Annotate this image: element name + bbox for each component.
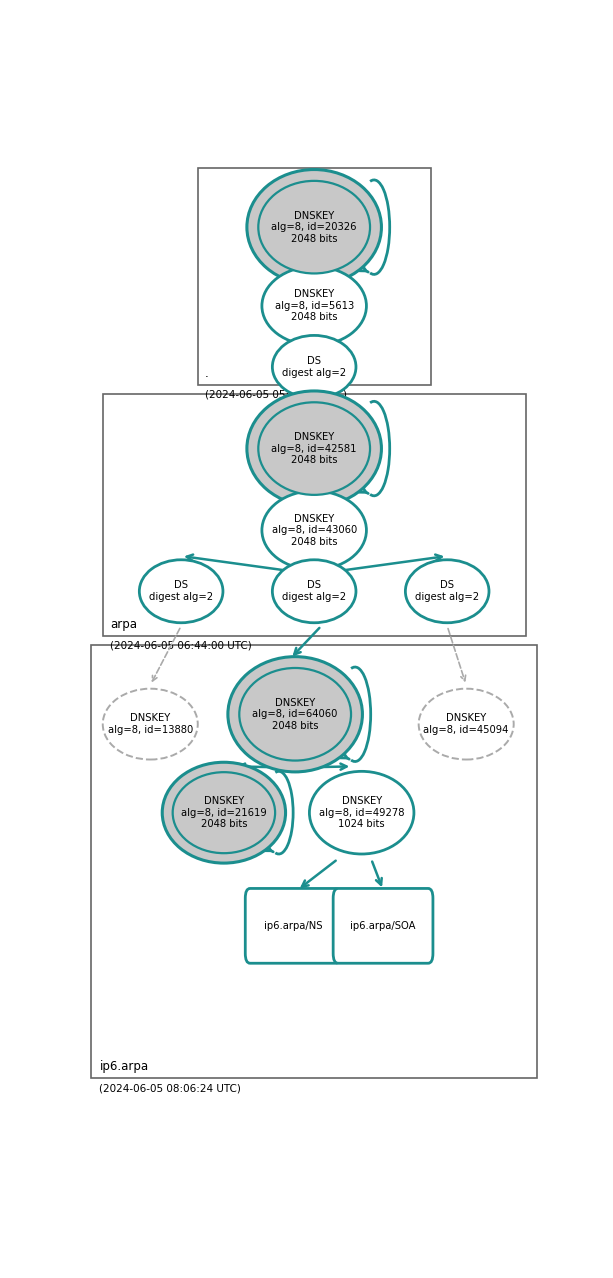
Text: ip6.arpa: ip6.arpa bbox=[99, 1061, 148, 1074]
Bar bbox=[103, 395, 525, 635]
Text: DNSKEY
alg=8, id=21619
2048 bits: DNSKEY alg=8, id=21619 2048 bits bbox=[181, 796, 267, 829]
Ellipse shape bbox=[247, 170, 381, 285]
Text: ip6.arpa/SOA: ip6.arpa/SOA bbox=[350, 921, 416, 930]
Ellipse shape bbox=[103, 689, 198, 759]
Text: DS
digest alg=2: DS digest alg=2 bbox=[282, 580, 346, 602]
FancyBboxPatch shape bbox=[245, 888, 340, 964]
Ellipse shape bbox=[173, 772, 275, 854]
Text: .: . bbox=[205, 367, 208, 380]
Ellipse shape bbox=[272, 335, 356, 399]
FancyBboxPatch shape bbox=[333, 888, 433, 964]
Text: DNSKEY
alg=8, id=49278
1024 bits: DNSKEY alg=8, id=49278 1024 bits bbox=[319, 796, 405, 829]
Text: DS
digest alg=2: DS digest alg=2 bbox=[282, 357, 346, 378]
Text: DS
digest alg=2: DS digest alg=2 bbox=[415, 580, 479, 602]
Ellipse shape bbox=[262, 267, 367, 345]
Text: (2024-06-05 05:43:15 UTC): (2024-06-05 05:43:15 UTC) bbox=[205, 390, 347, 400]
Ellipse shape bbox=[272, 560, 356, 622]
Ellipse shape bbox=[239, 668, 351, 760]
Text: ip6.arpa/NS: ip6.arpa/NS bbox=[264, 921, 322, 930]
Text: DNSKEY
alg=8, id=43060
2048 bits: DNSKEY alg=8, id=43060 2048 bits bbox=[272, 514, 357, 547]
Text: arpa: arpa bbox=[110, 617, 137, 630]
Ellipse shape bbox=[262, 491, 367, 570]
Ellipse shape bbox=[258, 181, 370, 273]
Text: DNSKEY
alg=8, id=42581
2048 bits: DNSKEY alg=8, id=42581 2048 bits bbox=[272, 432, 357, 465]
Text: (2024-06-05 08:06:24 UTC): (2024-06-05 08:06:24 UTC) bbox=[99, 1084, 242, 1093]
Text: DNSKEY
alg=8, id=5613
2048 bits: DNSKEY alg=8, id=5613 2048 bits bbox=[275, 289, 354, 322]
Text: DNSKEY
alg=8, id=45094: DNSKEY alg=8, id=45094 bbox=[424, 713, 509, 735]
Text: DS
digest alg=2: DS digest alg=2 bbox=[149, 580, 213, 602]
Text: DNSKEY
alg=8, id=64060
2048 bits: DNSKEY alg=8, id=64060 2048 bits bbox=[253, 698, 338, 731]
Bar bbox=[198, 169, 430, 385]
Text: DNSKEY
alg=8, id=20326
2048 bits: DNSKEY alg=8, id=20326 2048 bits bbox=[272, 211, 357, 244]
Text: (2024-06-05 06:44:00 UTC): (2024-06-05 06:44:00 UTC) bbox=[110, 640, 251, 651]
Ellipse shape bbox=[228, 657, 362, 772]
Bar bbox=[91, 645, 538, 1079]
Ellipse shape bbox=[419, 689, 514, 759]
Ellipse shape bbox=[139, 560, 223, 622]
Ellipse shape bbox=[162, 762, 286, 863]
Ellipse shape bbox=[405, 560, 489, 622]
Text: DNSKEY
alg=8, id=13880: DNSKEY alg=8, id=13880 bbox=[108, 713, 193, 735]
Ellipse shape bbox=[247, 391, 381, 506]
Ellipse shape bbox=[310, 772, 414, 854]
Ellipse shape bbox=[258, 403, 370, 495]
